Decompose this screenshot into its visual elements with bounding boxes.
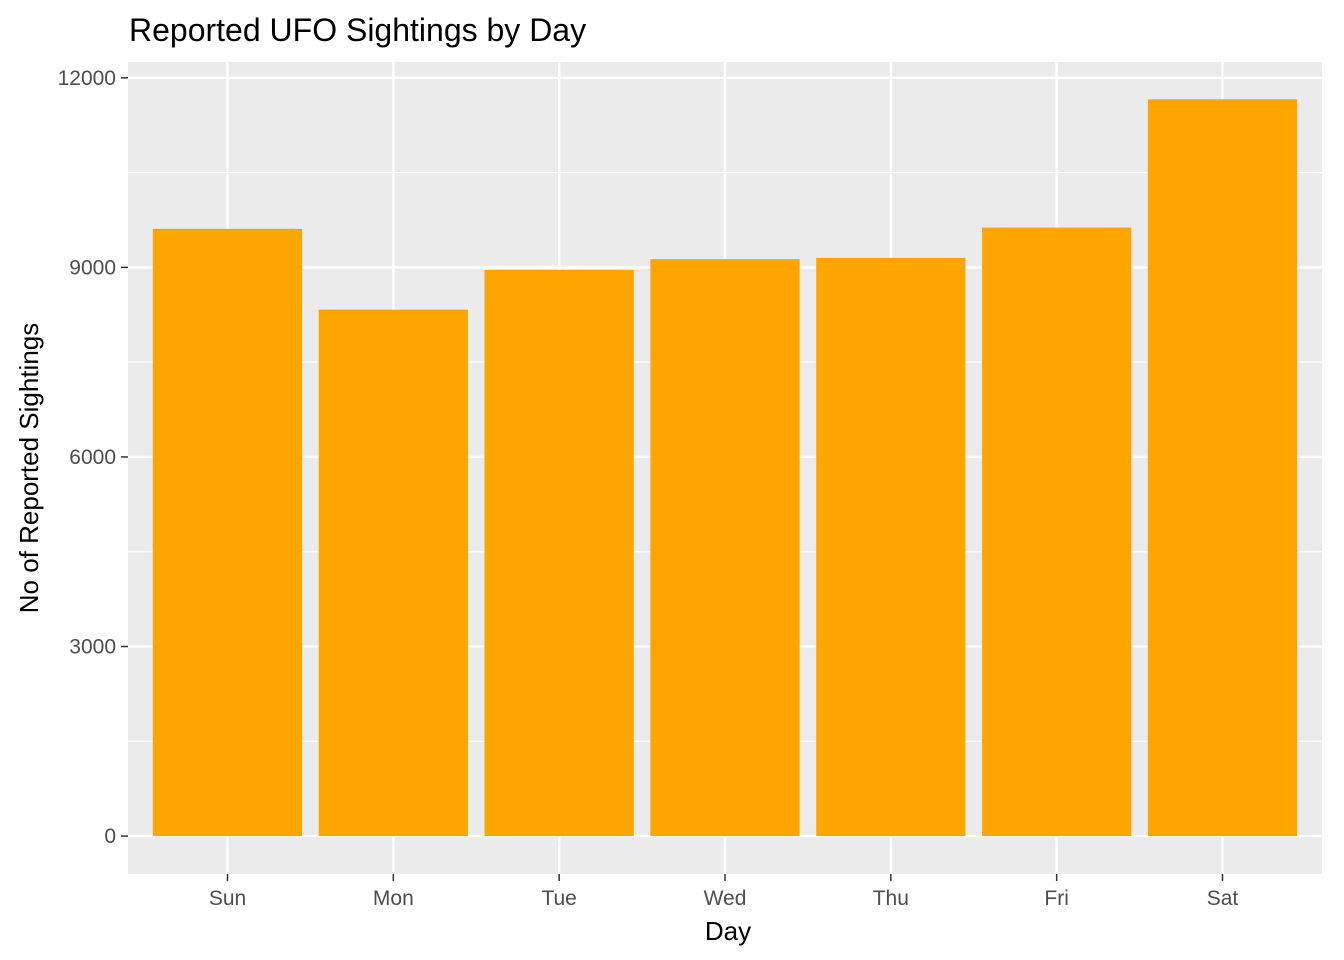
chart-title: Reported UFO Sightings by Day xyxy=(129,12,586,48)
bar-fri xyxy=(982,227,1132,837)
x-axis-title: Day xyxy=(705,916,751,946)
y-tick-label: 0 xyxy=(104,825,116,848)
x-tick-label: Sun xyxy=(209,887,246,910)
bar-wed xyxy=(650,259,800,837)
bar-mon xyxy=(318,309,468,837)
y-tick-label: 12000 xyxy=(58,67,116,90)
x-tick-label: Thu xyxy=(873,887,909,910)
x-tick-label: Mon xyxy=(373,887,414,910)
x-tick-label: Tue xyxy=(541,887,576,910)
y-tick-label: 9000 xyxy=(69,256,116,279)
y-tick-label: 3000 xyxy=(69,636,116,659)
y-tick-label: 6000 xyxy=(69,446,116,469)
bar-sat xyxy=(1147,99,1298,837)
x-axis: Sun Mon Tue Wed Thu Fri Sat xyxy=(209,874,1239,910)
y-axis-title: No of Reported Sightings xyxy=(14,323,44,614)
bar-sun xyxy=(152,228,303,837)
bar-thu xyxy=(816,257,966,837)
x-tick-label: Sat xyxy=(1207,887,1239,910)
x-tick-label: Fri xyxy=(1044,887,1069,910)
bar-tue xyxy=(484,269,634,837)
x-tick-label: Wed xyxy=(704,887,747,910)
bars xyxy=(152,99,1298,837)
y-axis: 0 3000 6000 9000 12000 xyxy=(58,67,128,848)
